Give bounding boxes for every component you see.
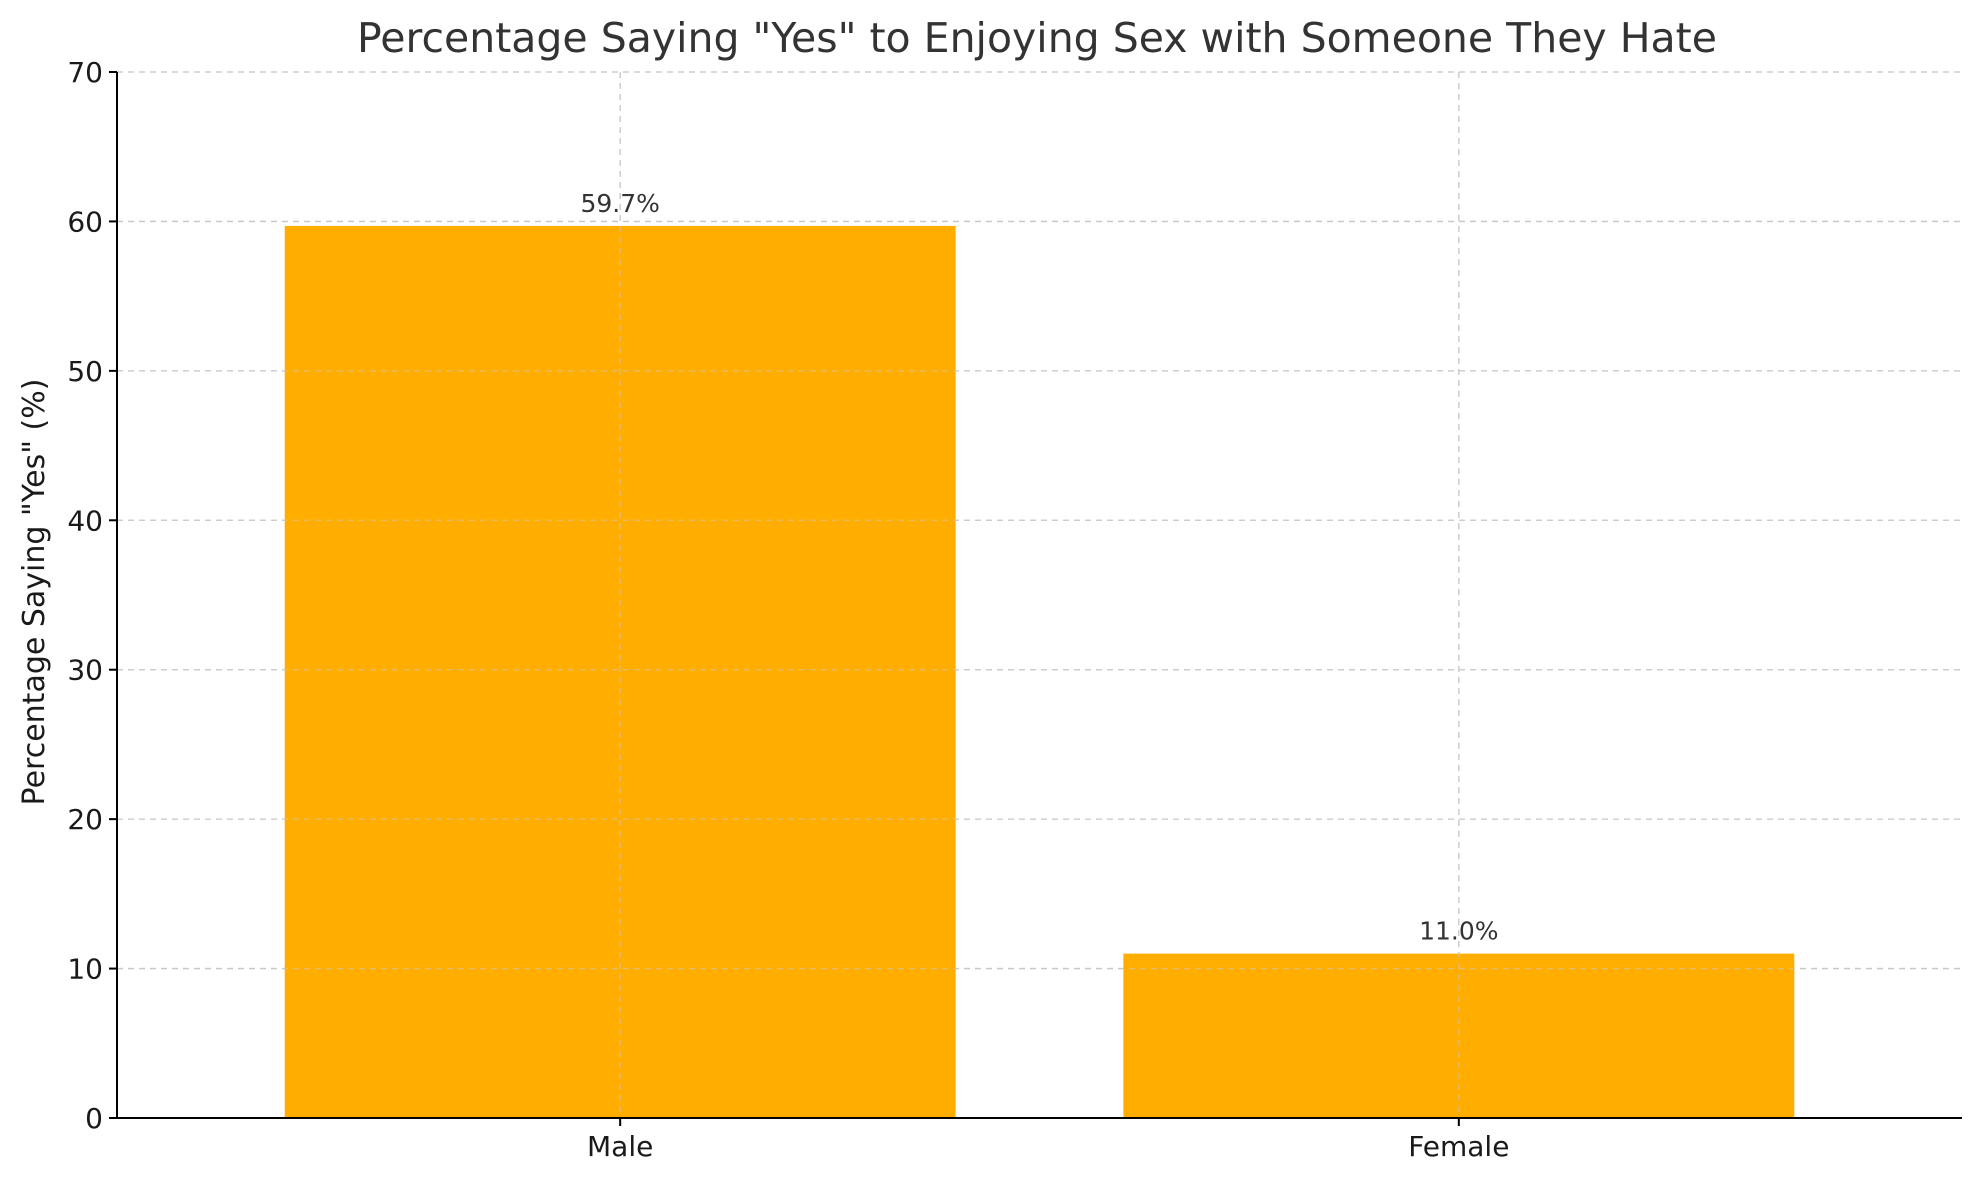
data-label-male: 59.7% [580,189,659,218]
y-tick-label: 20 [67,803,103,836]
x-tick-label-male: Male [587,1130,653,1163]
y-tick-label: 0 [85,1102,103,1135]
axes: 0 10 20 30 40 50 60 70 Male Female [67,56,1962,1163]
bars [284,225,1795,1118]
x-tick-label-female: Female [1408,1130,1509,1163]
y-tick-label: 50 [67,355,103,388]
y-tick-label: 70 [67,56,103,89]
y-tick-label: 60 [67,205,103,238]
y-tick-label: 10 [67,953,103,986]
bar-female [1123,953,1795,1118]
chart-title: Percentage Saying "Yes" to Enjoying Sex … [357,14,1717,62]
y-tick-label: 30 [67,654,103,687]
y-axis-label: Percentage Saying "Yes" (%) [17,379,52,806]
y-tick-label: 40 [67,504,103,537]
data-labels: 59.7% 11.0% [117,71,1962,1119]
data-label-female: 11.0% [1419,917,1498,946]
